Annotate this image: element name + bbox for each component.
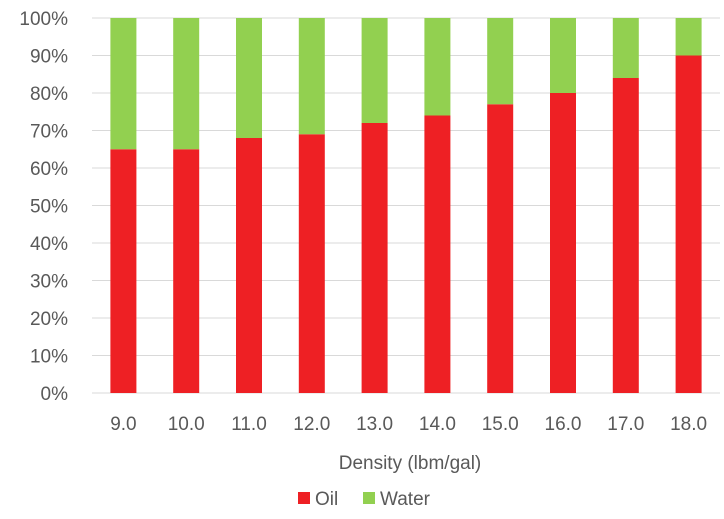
x-tick-label: 12.0	[293, 414, 330, 435]
bar-water-18-0	[675, 18, 702, 56]
y-axis: 0% 10% 20% 30% 40% 50% 60% 70% 80% 90% 100%	[19, 9, 68, 405]
bar-oil-15-0	[487, 104, 514, 393]
legend: Oil Water	[298, 489, 431, 510]
y-tick-label: 100%	[19, 9, 68, 30]
bar-oil-17-0	[612, 78, 639, 393]
x-tick-label: 15.0	[482, 414, 519, 435]
bar-oil-16-0	[550, 93, 576, 393]
bar-water-13-0	[361, 18, 388, 123]
bar-oil-14-0	[424, 115, 451, 393]
y-tick-label: 90%	[30, 47, 68, 68]
legend-label-water: Water	[380, 489, 431, 510]
legend-swatch-oil	[298, 492, 310, 504]
y-tick-label: 60%	[30, 159, 68, 180]
bar-oil-13-0	[361, 123, 388, 393]
x-axis: 9.0 10.0 11.0 12.0 13.0 14.0 15.0 16.0 17.0 18.0	[110, 414, 707, 435]
bar-water-14-0	[424, 18, 451, 116]
bar-water-17-0	[612, 18, 639, 78]
x-tick-label: 9.0	[110, 414, 136, 435]
bar-oil-18-0	[675, 55, 702, 393]
y-tick-label: 10%	[30, 347, 68, 368]
y-tick-label: 80%	[30, 84, 68, 105]
y-tick-label: 70%	[30, 122, 68, 143]
x-tick-label: 16.0	[545, 414, 582, 435]
bar-water-15-0	[487, 18, 514, 105]
y-tick-label: 50%	[30, 197, 68, 218]
x-tick-label: 13.0	[356, 414, 393, 435]
bar-oil-9-0	[110, 149, 137, 393]
y-tick-label: 30%	[30, 272, 68, 293]
bars	[110, 18, 702, 393]
bar-oil-12-0	[298, 134, 325, 393]
legend-label-oil: Oil	[315, 489, 338, 510]
x-tick-label: 17.0	[607, 414, 644, 435]
x-tick-label: 18.0	[670, 414, 707, 435]
legend-swatch-water	[363, 492, 375, 504]
y-tick-label: 40%	[30, 234, 68, 255]
bar-water-9-0	[110, 18, 137, 150]
bar-water-11-0	[236, 18, 262, 138]
x-tick-label: 11.0	[231, 414, 267, 435]
bar-oil-11-0	[236, 138, 262, 393]
x-axis-title: Density (lbm/gal)	[339, 453, 482, 474]
y-tick-label: 20%	[30, 309, 68, 330]
bar-oil-10-0	[173, 149, 200, 393]
x-tick-label: 14.0	[419, 414, 456, 435]
bar-water-12-0	[298, 18, 325, 135]
bar-water-16-0	[550, 18, 576, 93]
y-tick-label: 0%	[41, 384, 69, 405]
x-tick-label: 10.0	[168, 414, 205, 435]
bar-water-10-0	[173, 18, 200, 150]
